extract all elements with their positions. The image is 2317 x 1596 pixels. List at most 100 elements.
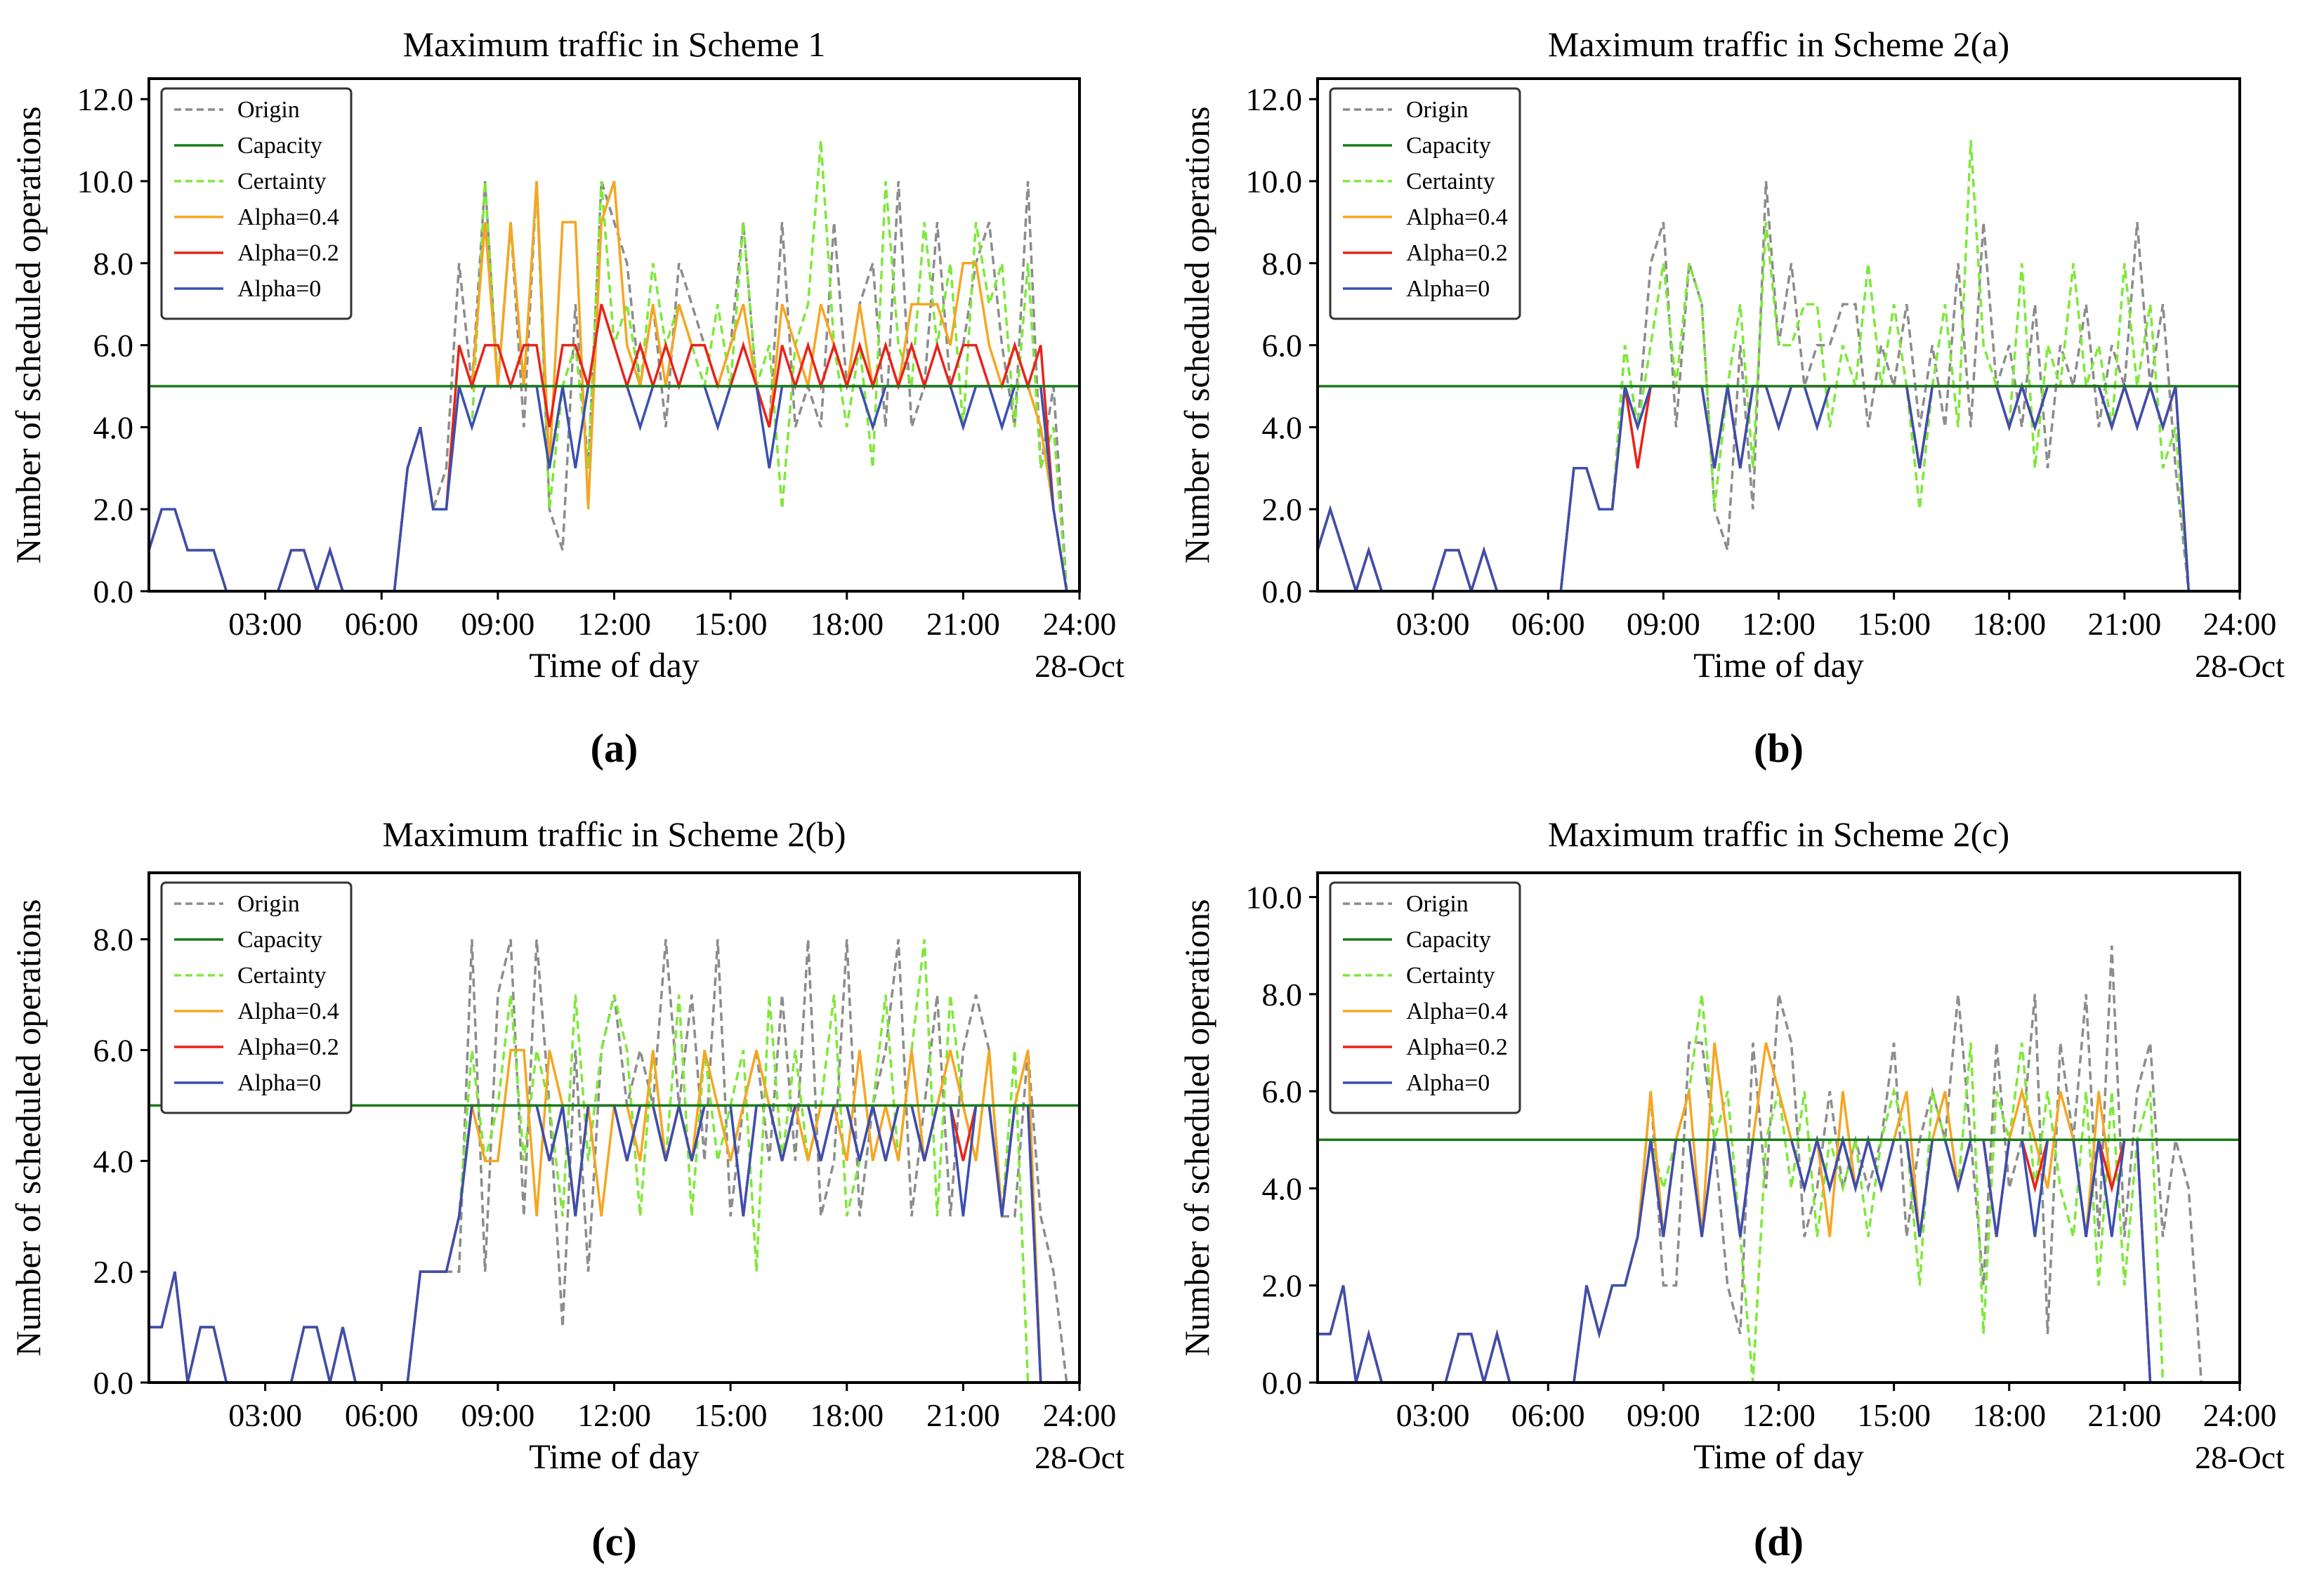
x-tick-label: 18:00 <box>1972 606 2046 642</box>
y-tick-label: 8.0 <box>1262 977 1303 1013</box>
chart-panel-4: Maximum traffic in Scheme 2(c) 0.0 2.0 4.0 6… <box>1177 815 2285 1564</box>
y-tick-label: 4.0 <box>1262 409 1303 445</box>
legend-label: Alpha=0.4 <box>1406 998 1508 1024</box>
date-label: 28-Oct <box>1035 1439 1124 1475</box>
legend-label: Capacity <box>237 133 322 159</box>
chart-title: Maximum traffic in Scheme 2(c) <box>1548 815 2009 854</box>
y-tick-label: 4.0 <box>1262 1170 1303 1206</box>
x-tick-label: 21:00 <box>2087 606 2161 642</box>
legend-label: Alpha=0 <box>1406 1070 1490 1096</box>
legend-label: Alpha=0 <box>237 1070 321 1096</box>
x-axis-label: Time of day <box>1693 1437 1864 1476</box>
y-tick-label: 2.0 <box>1262 1268 1303 1304</box>
y-tick-label: 10.0 <box>77 164 134 199</box>
x-tick-label: 09:00 <box>1627 606 1700 642</box>
x-tick-label: 18:00 <box>810 606 884 642</box>
y-tick-label: 6.0 <box>1262 328 1303 364</box>
x-tick-label: 09:00 <box>1627 1397 1700 1433</box>
y-axis-label: Number of scheduled operations <box>1177 106 1216 563</box>
y-tick-label: 4.0 <box>93 1143 134 1179</box>
y-tick-label: 8.0 <box>93 922 134 958</box>
legend-label: Origin <box>237 97 300 123</box>
chart-title: Maximum traffic in Scheme 2(a) <box>1548 25 2009 64</box>
legend-label: Origin <box>237 891 300 917</box>
legend-label: Alpha=0 <box>1406 276 1490 302</box>
legend-label: Alpha=0.2 <box>237 240 339 266</box>
x-tick-label: 18:00 <box>810 1397 884 1433</box>
y-axis-label: Number of scheduled operations <box>8 899 48 1356</box>
panel-label: (d) <box>1754 1519 1804 1564</box>
x-axis-label: Time of day <box>529 1437 700 1476</box>
legend-label: Alpha=0.2 <box>1406 240 1508 266</box>
legend-label: Alpha=0 <box>237 276 321 302</box>
legend-label: Origin <box>1406 891 1469 917</box>
y-tick-label: 4.0 <box>93 409 134 445</box>
chart-panel-1: Maximum traffic in Scheme 1 0.0 2.0 4.0 6.0 8… <box>8 25 1124 771</box>
y-axis-label: Number of scheduled operations <box>8 106 48 563</box>
legend-label: Capacity <box>237 927 322 953</box>
y-tick-label: 6.0 <box>93 1033 134 1069</box>
x-tick-label: 12:00 <box>1742 606 1816 642</box>
legend-label: Alpha=0.2 <box>237 1034 339 1060</box>
x-tick-label: 12:00 <box>1742 1397 1816 1433</box>
panel-label: (c) <box>591 1519 636 1564</box>
x-tick-label: 24:00 <box>1043 606 1117 642</box>
x-axis-label: Time of day <box>1693 645 1864 685</box>
x-tick-label: 09:00 <box>461 1397 534 1433</box>
y-tick-label: 0.0 <box>93 1365 134 1401</box>
legend-label: Alpha=0.4 <box>237 204 339 230</box>
y-tick-label: 10.0 <box>1246 880 1303 916</box>
y-tick-label: 6.0 <box>1262 1074 1303 1109</box>
legend-label: Alpha=0.2 <box>1406 1034 1508 1060</box>
x-tick-label: 18:00 <box>1972 1397 2046 1433</box>
x-tick-label: 03:00 <box>228 606 302 642</box>
legend-label: Certainty <box>237 963 327 989</box>
x-tick-label: 21:00 <box>2087 1397 2161 1433</box>
y-tick-label: 0.0 <box>93 574 134 609</box>
series-line-alpha-0-2 <box>1318 1135 2152 1383</box>
x-tick-label: 06:00 <box>1511 1397 1585 1433</box>
x-tick-label: 12:00 <box>577 606 651 642</box>
y-tick-label: 12.0 <box>1246 81 1303 117</box>
legend-label: Alpha=0.4 <box>237 998 339 1024</box>
x-tick-label: 24:00 <box>2203 606 2277 642</box>
y-tick-label: 8.0 <box>1262 246 1303 282</box>
x-tick-label: 21:00 <box>926 1397 1000 1433</box>
series-line-alpha-0 <box>1318 1135 2152 1383</box>
legend-label: Capacity <box>1406 927 1491 953</box>
legend-label: Alpha=0.4 <box>1406 204 1508 230</box>
panel-label: (b) <box>1754 725 1804 771</box>
series-line-alpha-0-4 <box>1318 382 2190 591</box>
series-line-alpha-0 <box>1318 382 2190 591</box>
y-axis-label: Number of scheduled operations <box>1177 899 1216 1356</box>
x-tick-label: 15:00 <box>1857 606 1931 642</box>
plot-frame <box>1316 871 2241 1384</box>
chart-title: Maximum traffic in Scheme 2(b) <box>382 815 846 854</box>
legend-label: Certainty <box>1406 963 1495 989</box>
date-label: 28-Oct <box>1035 648 1124 684</box>
y-tick-label: 8.0 <box>93 246 134 282</box>
series-line-alpha-0-2 <box>1318 382 2190 591</box>
x-tick-label: 12:00 <box>577 1397 651 1433</box>
x-tick-label: 21:00 <box>926 606 1000 642</box>
legend-label: Certainty <box>237 169 327 194</box>
plot-frame <box>147 77 1081 593</box>
x-tick-label: 24:00 <box>2203 1397 2277 1433</box>
y-tick-label: 12.0 <box>77 81 134 117</box>
chart-panel-3: Maximum traffic in Scheme 2(b) 0.0 2.0 4.0 6… <box>8 815 1124 1564</box>
y-tick-label: 2.0 <box>93 492 134 527</box>
x-tick-label: 03:00 <box>1396 606 1470 642</box>
y-tick-label: 0.0 <box>1262 1365 1303 1401</box>
chart-title: Maximum traffic in Scheme 1 <box>403 25 826 64</box>
date-label: 28-Oct <box>2195 648 2285 684</box>
chart-panel-2: Maximum traffic in Scheme 2(a) 0.0 2.0 4.0 6… <box>1177 25 2285 771</box>
x-tick-label: 06:00 <box>1511 606 1585 642</box>
y-tick-label: 0.0 <box>1262 574 1303 609</box>
y-tick-label: 6.0 <box>93 328 134 364</box>
x-tick-label: 24:00 <box>1043 1397 1117 1433</box>
y-tick-label: 2.0 <box>1262 492 1303 527</box>
date-label: 28-Oct <box>2195 1439 2285 1475</box>
series-line-alpha-0 <box>149 385 1068 591</box>
y-tick-label: 2.0 <box>93 1254 134 1290</box>
